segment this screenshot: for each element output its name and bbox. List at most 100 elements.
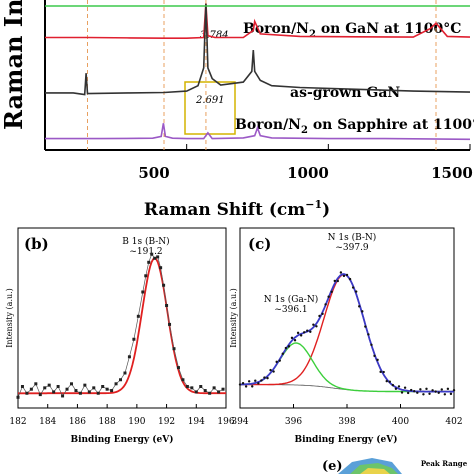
panel-c-point (367, 333, 370, 336)
panel-b-point (147, 260, 151, 264)
panel-c-point (351, 286, 355, 289)
panel-b: (b) B 1s (B-N) ~191.2 Intensity (a.u.) 1… (5, 227, 235, 445)
panel-c-point (287, 345, 291, 348)
panel-b-xtick-182: 182 (9, 417, 26, 427)
panel-b-point (52, 390, 56, 394)
panel-b-point (29, 387, 33, 391)
panel-b-frame (17, 227, 227, 409)
panel-c-point (410, 388, 413, 392)
panel-b-point (181, 378, 185, 382)
panel-c-point (425, 387, 428, 391)
panel-c-point (254, 379, 257, 382)
panel-c-point (272, 370, 275, 373)
panel-b-point (92, 386, 96, 390)
panel-c-point (431, 389, 434, 392)
panel-c-point (336, 279, 340, 283)
panel-b-point (74, 389, 78, 393)
panel-c-xtick-400: 400 (392, 417, 409, 427)
panel-a-series-2-label: as-grown GaN (290, 85, 400, 101)
panel-c-point (278, 359, 281, 362)
panel-b-peak-value: ~191.2 (129, 247, 162, 257)
panel-c-point (416, 391, 419, 394)
panel-a-xtick-1500: 1500 (431, 164, 473, 182)
panel-c-xtick-402: 402 (445, 417, 462, 427)
panel-c-point (419, 388, 422, 391)
panel-b-xlabel: Binding Energy (eV) (70, 434, 173, 445)
panel-b-point (110, 389, 114, 393)
panel-b-point (141, 290, 145, 294)
panel-b-point (56, 385, 60, 388)
panel-c-point (251, 385, 254, 388)
panel-c-point (263, 376, 266, 379)
panel-b-point (168, 322, 172, 326)
panel-e-tag: (e) (322, 459, 343, 474)
panel-c-peak-value-2: ~396.1 (274, 305, 307, 315)
panel-c-point (406, 391, 410, 395)
panel-b-point (38, 393, 42, 397)
panel-c-point (257, 382, 260, 385)
panel-c-point (318, 314, 321, 318)
panel-a-xlabel-main: Raman Shift (cm (144, 200, 305, 220)
panel-b-point (185, 385, 189, 388)
panel-c-point (247, 380, 251, 383)
panel-b-point (47, 383, 51, 387)
panel-b-point (144, 274, 148, 278)
panel-b-xtick-184: 184 (39, 417, 56, 427)
panel-c-point (376, 358, 379, 362)
panel-c-point (309, 330, 312, 333)
panel-c-point (379, 370, 382, 374)
panel-c-point (413, 390, 416, 393)
panel-c-point (354, 290, 358, 293)
panel-b-point (217, 390, 221, 394)
panel-c-baseline (240, 384, 454, 392)
panel-c-xtick-394: 394 (231, 417, 248, 427)
panel-b-xtick-188: 188 (99, 417, 116, 427)
panel-c-point (443, 393, 447, 396)
panel-c-point (364, 325, 367, 328)
panel-b-point (221, 387, 225, 391)
panel-c-ylabel: Intensity (a.u.) (229, 288, 238, 348)
panel-c-point (373, 354, 376, 358)
panel-a-xlabel-close: ) (322, 200, 330, 220)
panel-b-point (194, 390, 198, 394)
panel-c-point (290, 336, 294, 340)
panel-b-point (199, 385, 203, 388)
panel-b-point (87, 390, 91, 394)
panel-a-highlight-box (184, 81, 236, 135)
panel-c-point (241, 382, 245, 385)
panel-b-xtick-186: 186 (69, 417, 86, 427)
panel-b-point (127, 355, 131, 359)
panel-c-envelope (240, 273, 454, 393)
panel-c-point (394, 387, 398, 390)
panel-b-peak-label: B 1s (B-N) (122, 236, 169, 247)
panel-b-point (172, 347, 176, 351)
panel-a-xtick-1000: 1000 (287, 164, 329, 182)
panel-b-data-line (17, 253, 224, 398)
panel-c-point (342, 274, 346, 278)
panel-c-point (434, 390, 437, 393)
panel-b-tag: (b) (24, 235, 49, 253)
panel-c-point (244, 385, 248, 388)
panel-a-series-3-line (45, 123, 471, 141)
panel-c-frame (239, 227, 455, 409)
panel-c-peak-label-2: N 1s (Ga-N) (264, 294, 318, 305)
panel-a-xtick-500: 500 (138, 164, 169, 182)
panel-c-point (281, 352, 284, 355)
panel-a-series-1-label-rest: on GaN at 1100°C (316, 21, 461, 37)
panel-a-xlabel-sup: −1 (305, 198, 322, 211)
panel-b-point (61, 394, 65, 398)
panel-c-point (275, 360, 278, 364)
panel-c-point (306, 329, 309, 332)
panel-b-xticks: 182 184 186 188 190 192 194 196 (9, 404, 235, 427)
panel-c-point (296, 331, 300, 335)
panel-c-point (449, 392, 453, 396)
panel-b-point (25, 391, 29, 395)
panel-c-point (312, 323, 315, 326)
panel-a-series-3-label-main: Boron/N (235, 117, 301, 133)
panel-b-plot (16, 252, 226, 399)
panel-b-point (105, 387, 109, 391)
panel-b-point (190, 386, 194, 390)
panel-e-surface-yellow (360, 468, 390, 474)
panel-c-point (358, 305, 361, 308)
